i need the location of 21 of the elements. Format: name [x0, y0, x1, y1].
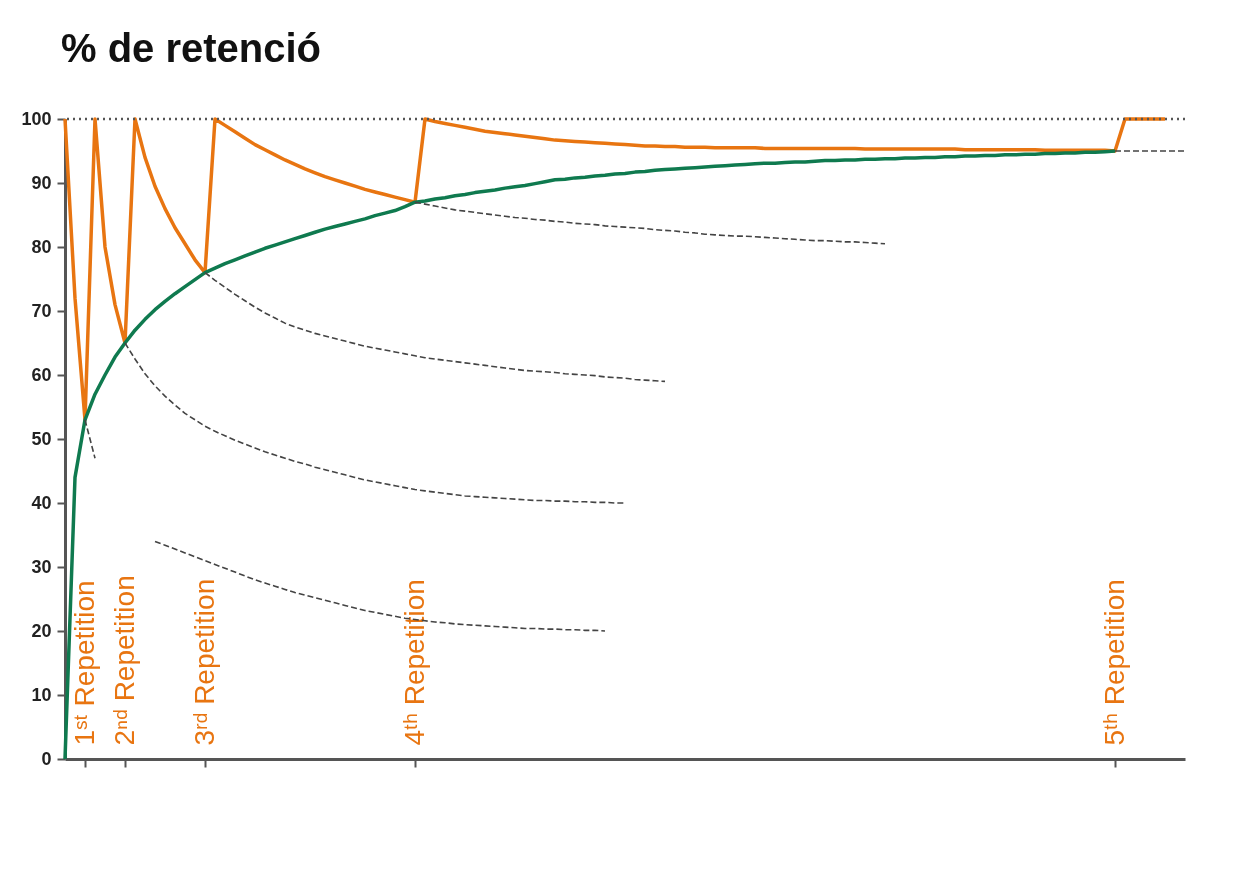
y-tick-label: 20 [31, 620, 52, 641]
y-tick-label: 90 [31, 172, 52, 193]
y-tick-label: 30 [31, 556, 52, 577]
x-tick-label: 2ⁿᵈ Repetition [108, 575, 140, 746]
x-tick-label: 1ˢᵗ Repetition [68, 580, 100, 746]
y-tick-label: 50 [31, 428, 52, 449]
x-tick-label: 3ʳᵈ Repetition [188, 578, 220, 746]
y-tick-label: 70 [31, 300, 52, 321]
y-tick-label: 40 [31, 492, 52, 513]
y-tick-label: 100 [21, 108, 52, 129]
y-tick-label: 60 [31, 364, 52, 385]
y-tick-label: 0 [41, 748, 52, 769]
x-tick-label: 5ᵗʰ Repetition [1098, 579, 1130, 746]
x-tick-label: 4ᵗʰ Repetition [398, 579, 430, 746]
y-tick-label: 10 [31, 684, 52, 705]
line-series [414, 201, 886, 245]
y-tick-label: 80 [31, 236, 52, 257]
line-series [124, 342, 626, 504]
chart-title: % de retenció [60, 26, 322, 70]
line-series [204, 271, 666, 383]
line-series [63, 117, 1167, 422]
